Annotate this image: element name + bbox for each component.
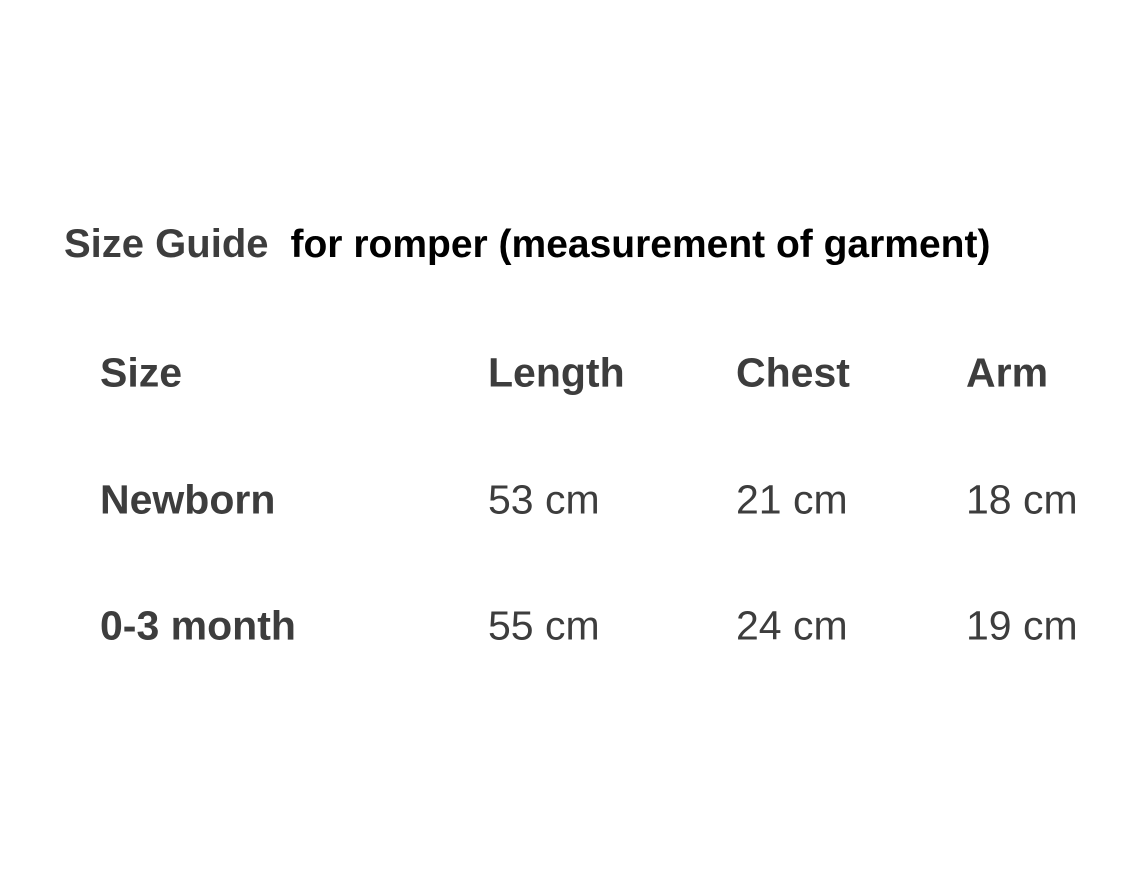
title-suffix: for romper (measurement of garment) [290,223,991,266]
row-label: 0-3 month [100,602,296,649]
page-title: Size Guide for romper (measurement of gar… [64,222,990,267]
cell-chest: 24 cm [736,602,848,649]
header-length: Length [488,349,625,396]
header-chest: Chest [736,349,850,396]
cell-length: 55 cm [488,602,600,649]
header-arm: Arm [966,349,1049,396]
header-size: Size [100,349,183,396]
cell-arm: 18 cm [966,476,1078,523]
cell-arm: 19 cm [966,602,1078,649]
title-prefix: Size Guide [64,222,269,266]
cell-chest: 21 cm [736,476,848,523]
cell-length: 53 cm [488,476,600,523]
row-label: Newborn [100,476,276,523]
